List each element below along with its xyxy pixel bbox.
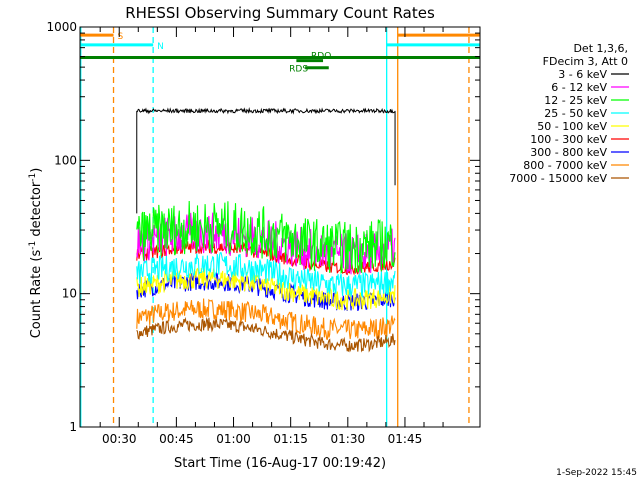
series-line [136, 252, 396, 299]
y-axis-label-main: Count Rate (s [29, 250, 44, 339]
series-line [136, 200, 396, 274]
x-tick-label: 01:15 [273, 432, 308, 446]
flag-label: RDS [289, 65, 308, 75]
legend-entry-label: 25 - 50 keV [544, 107, 607, 120]
y-axis-label: Count Rate (s-1 detector-1) [28, 168, 44, 339]
x-axis-label: Start Time (16-Aug-17 00:19:42) [174, 456, 386, 471]
footer-date: 1-Sep-2022 15:45 [556, 468, 637, 478]
series-line [136, 298, 396, 340]
legend-entry-label: 300 - 800 keV [530, 146, 607, 159]
legend-entry-label: 800 - 7000 keV [523, 159, 607, 172]
legend-entry-label: 6 - 12 keV [551, 81, 607, 94]
legend-header: FDecim 3, Att 0 [543, 55, 628, 68]
x-tick-label: 00:30 [102, 432, 137, 446]
x-tick-label: 00:45 [159, 432, 194, 446]
series-line [136, 107, 396, 115]
x-tick-label: 01:45 [388, 432, 423, 446]
y-tick-label: 100 [54, 153, 77, 167]
chart-title: RHESSI Observing Summary Count Rates [125, 4, 435, 22]
flag-label: RDO [311, 52, 331, 62]
legend-entry-label: 50 - 100 keV [537, 120, 607, 133]
legend-header: Det 1,3,6, [573, 42, 628, 55]
y-axis-label-mid: detector [29, 181, 44, 241]
legend-entry-label: 3 - 6 keV [558, 68, 607, 81]
y-tick-label: 10 [62, 287, 77, 301]
y-tick-label: 1 [69, 420, 77, 434]
legend-entry-label: 100 - 300 keV [530, 133, 607, 146]
flag-label: N [157, 42, 164, 52]
series-line [136, 316, 396, 353]
x-tick-label: 01:00 [216, 432, 251, 446]
y-axis-label-end: ) [29, 168, 44, 173]
y-axis-label-sup2: -1 [28, 173, 38, 182]
y-tick-label: 1000 [46, 20, 77, 34]
legend-entry-label: 7000 - 15000 keV [509, 172, 607, 185]
x-tick-label: 01:30 [331, 432, 366, 446]
flag-label: S [118, 32, 124, 42]
plot-frame [79, 26, 481, 428]
legend-entry-label: 12 - 25 keV [544, 94, 607, 107]
axes: 1 10 100 1000 00:30 00:45 01:00 01:15 01:30 01:45 [46, 20, 480, 446]
y-axis-label-sup1: -1 [28, 241, 38, 250]
